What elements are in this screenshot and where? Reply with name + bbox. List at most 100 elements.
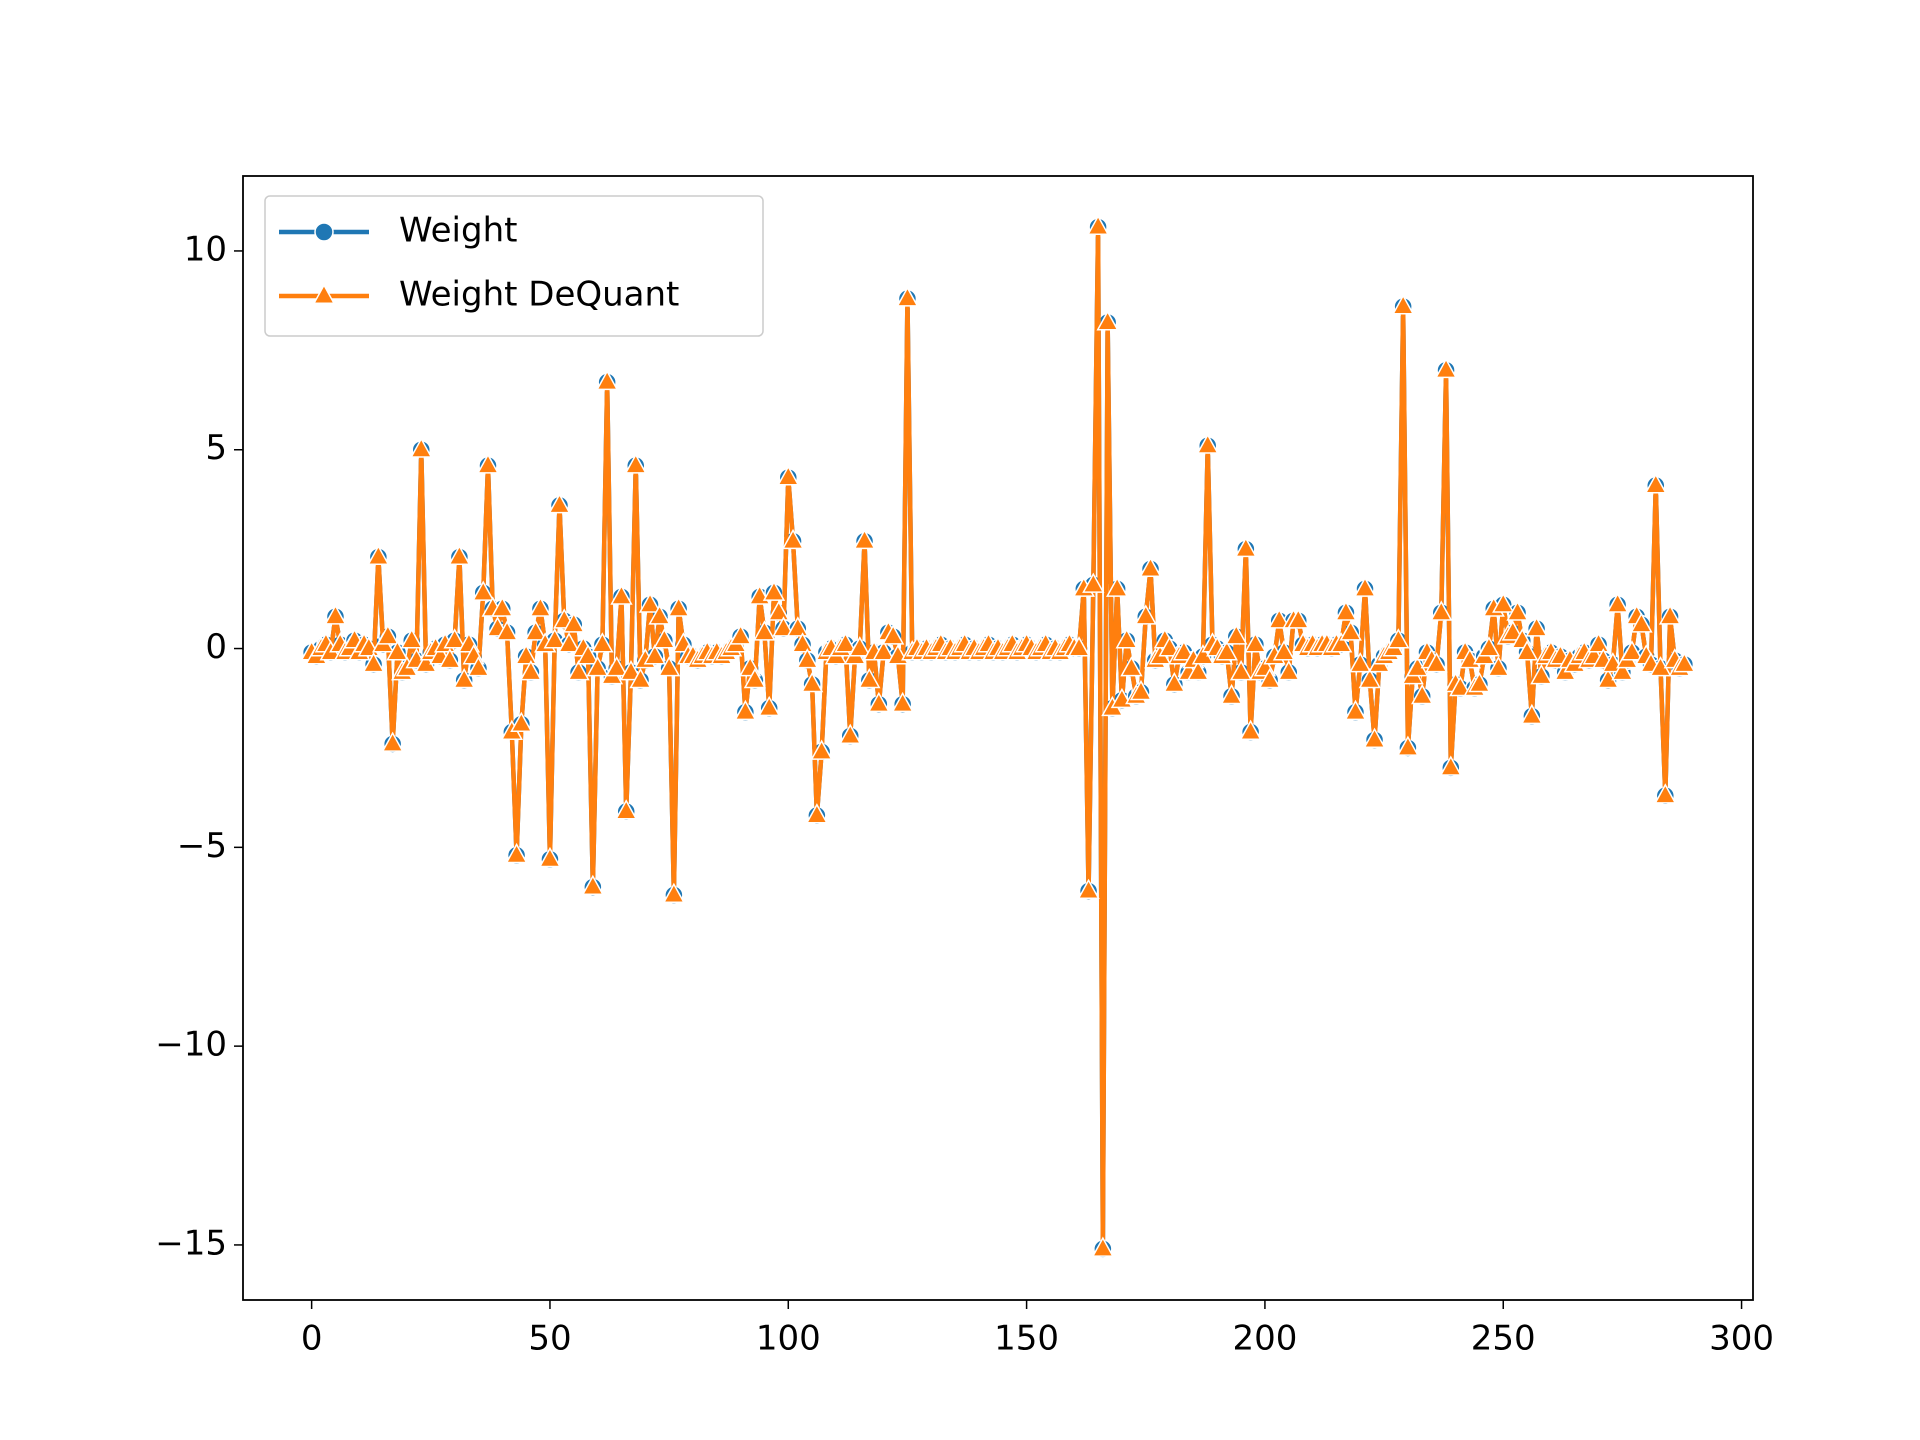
marker (1611, 660, 1634, 681)
marker (1492, 592, 1515, 613)
marker (619, 660, 643, 681)
marker (891, 691, 914, 713)
marker (1334, 600, 1358, 621)
marker (548, 493, 571, 514)
marker (1673, 652, 1696, 673)
marker (400, 628, 423, 649)
marker (1258, 667, 1281, 689)
marker (781, 528, 805, 550)
marker (1134, 604, 1157, 625)
marker (1411, 683, 1434, 705)
marker (510, 711, 533, 733)
marker (1430, 600, 1453, 621)
marker (1139, 556, 1162, 577)
marker (1115, 628, 1138, 649)
marker (367, 544, 390, 566)
marker (896, 286, 919, 307)
marker (657, 656, 681, 677)
marker (1468, 671, 1491, 693)
marker (1434, 357, 1458, 379)
marker (858, 667, 881, 689)
marker (1229, 660, 1253, 681)
marker (491, 596, 514, 617)
marker (1272, 640, 1296, 661)
x-tick-label: 0 (301, 1319, 323, 1359)
marker (767, 600, 790, 621)
marker (1120, 656, 1143, 677)
series (300, 214, 1696, 1257)
y-tick-label: −10 (155, 1025, 227, 1065)
y-tick-label: 0 (205, 627, 227, 667)
marker (1587, 632, 1610, 653)
marker (1501, 620, 1524, 641)
marker (653, 628, 676, 649)
marker (452, 667, 476, 689)
marker (448, 544, 471, 566)
marker (1353, 576, 1377, 597)
marker (529, 596, 552, 617)
marker (1339, 620, 1362, 641)
marker (1620, 640, 1644, 661)
marker (1439, 755, 1462, 776)
marker (1515, 640, 1539, 661)
marker (662, 882, 686, 903)
marker (438, 648, 462, 669)
marker (1096, 310, 1119, 331)
marker (800, 671, 824, 693)
marker (648, 604, 671, 625)
marker (772, 616, 795, 637)
marker (1520, 703, 1544, 725)
marker (872, 640, 895, 661)
marker (1658, 604, 1682, 625)
marker (743, 667, 767, 689)
marker (1630, 612, 1653, 633)
marker (581, 874, 605, 896)
marker (729, 624, 752, 645)
marker (1239, 719, 1262, 740)
marker (538, 846, 562, 868)
marker (505, 842, 528, 864)
marker (1086, 214, 1110, 236)
legend-marker (314, 222, 334, 242)
y-tick-label: 10 (184, 229, 227, 269)
marker (595, 369, 619, 391)
marker (605, 656, 628, 677)
marker (1220, 683, 1243, 705)
marker (1067, 636, 1091, 657)
marker (734, 699, 757, 721)
marker (1082, 572, 1105, 593)
marker (1363, 727, 1386, 748)
marker (1158, 636, 1181, 657)
marker (1172, 640, 1196, 661)
marker (848, 636, 871, 657)
marker (1644, 473, 1667, 494)
marker (381, 731, 404, 752)
marker (667, 596, 690, 617)
marker (1105, 576, 1129, 597)
y-tick-label: −15 (155, 1223, 227, 1263)
marker (638, 592, 662, 613)
marker (834, 632, 857, 653)
marker (443, 628, 466, 649)
marker (1330, 632, 1353, 653)
legend-label: Weight DeQuant (399, 275, 679, 315)
marker (410, 437, 433, 458)
marker (1163, 671, 1186, 693)
marker (1525, 616, 1548, 637)
marker (853, 528, 876, 550)
marker (1244, 632, 1267, 653)
marker (867, 691, 891, 713)
marker (1234, 536, 1258, 558)
marker (839, 723, 862, 744)
x-tick-label: 300 (1709, 1319, 1774, 1359)
marker (1344, 699, 1367, 721)
marker (1277, 660, 1300, 681)
marker (777, 465, 800, 486)
marker (324, 604, 347, 625)
marker (495, 620, 519, 641)
marker (1391, 294, 1415, 315)
marker (758, 695, 781, 717)
marker (562, 612, 585, 633)
marker (1449, 675, 1472, 697)
